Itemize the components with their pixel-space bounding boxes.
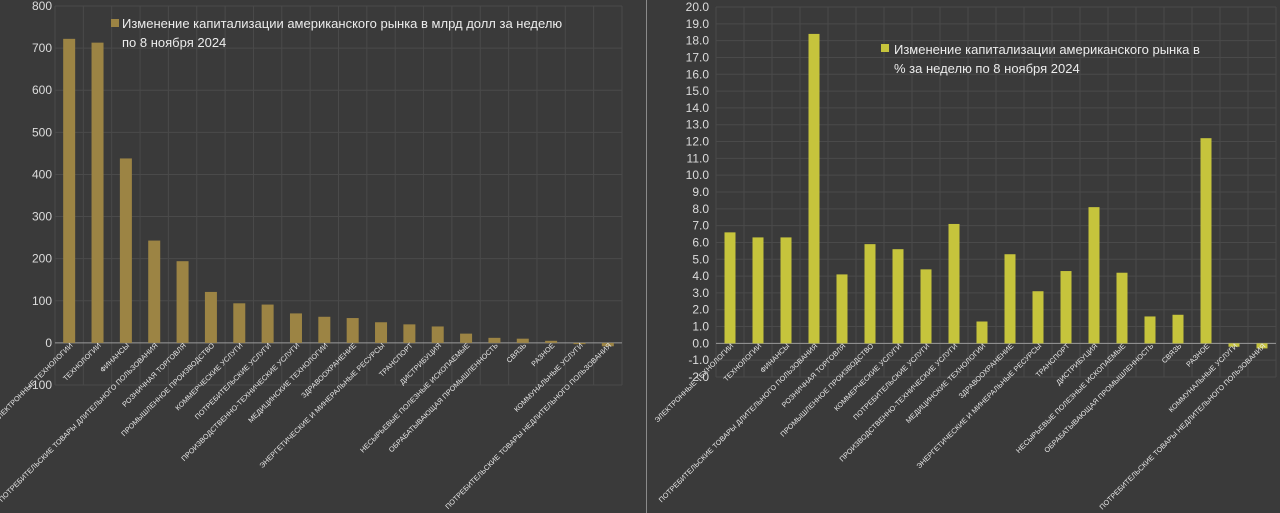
y-axis-ticks: -2.0 -1.0 0.0 1.0 2.0 3.0 4.0 5.0 6.0 7.0 8.0 9.0 10… — [686, 0, 710, 384]
bar — [375, 322, 388, 343]
legend-label: Изменение капитализации американского ры… — [894, 42, 1200, 57]
bar — [91, 42, 104, 343]
bar — [318, 316, 331, 343]
y-tick-label: 600 — [32, 83, 52, 97]
bar — [233, 303, 246, 343]
y-tick-label: 200 — [32, 252, 52, 266]
bar — [289, 313, 302, 343]
bar — [261, 304, 274, 343]
y-axis-ticks: -100 0 100 200 300 400 500 600 700 800 — [28, 0, 52, 392]
y-tick-label: 100 — [32, 294, 52, 308]
bar — [724, 232, 736, 344]
bar — [1004, 254, 1016, 344]
y-tick-label: 13.0 — [686, 118, 710, 132]
y-tick-label: 400 — [32, 167, 52, 181]
bar — [864, 244, 876, 344]
y-tick-label: 8.0 — [692, 202, 709, 216]
y-tick-label: -2.0 — [688, 370, 709, 384]
legend-label: Изменение капитализации американского ры… — [122, 16, 562, 31]
legend-swatch — [881, 44, 889, 52]
bar — [836, 274, 848, 344]
bar — [948, 223, 960, 344]
y-tick-label: 0.0 — [692, 336, 709, 350]
legend-swatch — [111, 19, 119, 27]
bar — [601, 342, 614, 347]
bar — [460, 333, 473, 343]
bar — [403, 324, 416, 343]
y-tick-label: 16.0 — [686, 67, 710, 81]
bar — [573, 342, 586, 345]
y-tick-label: 20.0 — [686, 0, 710, 14]
bar — [1144, 316, 1156, 344]
y-tick-label: 1.0 — [692, 320, 709, 334]
bar — [1032, 291, 1044, 344]
y-tick-label: 2.0 — [692, 303, 709, 317]
bar — [1200, 138, 1212, 344]
y-tick-label: 12.0 — [686, 135, 710, 149]
y-tick-label: 7.0 — [692, 219, 709, 233]
bar — [1256, 343, 1268, 349]
y-tick-label: 500 — [32, 125, 52, 139]
bar — [431, 326, 444, 343]
legend-label: по 8 ноября 2024 — [122, 35, 226, 50]
y-tick-label: 11.0 — [687, 151, 710, 165]
bar — [976, 321, 988, 344]
bar — [892, 249, 904, 344]
bar — [346, 318, 359, 343]
y-tick-label: -100 — [28, 378, 52, 392]
y-tick-label: 0 — [45, 336, 52, 350]
bar — [119, 158, 132, 343]
y-tick-label: 15.0 — [686, 84, 710, 98]
y-tick-label: 17.0 — [686, 50, 710, 64]
legend-label: % за неделю по 8 ноября 2024 — [894, 61, 1080, 76]
y-tick-label: 300 — [32, 210, 52, 224]
y-tick-label: 4.0 — [692, 269, 709, 283]
bar — [204, 291, 217, 343]
y-tick-label: 19.0 — [686, 17, 710, 31]
bar — [1228, 343, 1240, 347]
y-tick-label: 800 — [32, 0, 52, 13]
bars — [724, 33, 1268, 349]
bar — [176, 261, 189, 343]
y-tick-label: -1.0 — [688, 353, 709, 367]
bar — [1088, 207, 1100, 344]
bars — [63, 38, 614, 347]
y-tick-label: 700 — [32, 41, 52, 55]
bar — [516, 338, 529, 343]
bar — [1116, 272, 1128, 344]
legend: Изменение капитализации американского ры… — [881, 42, 1200, 76]
legend: Изменение капитализации американского ры… — [111, 16, 562, 50]
bar — [1060, 271, 1072, 344]
bar — [488, 337, 501, 343]
gridlines — [54, 5, 623, 386]
bar — [148, 240, 161, 343]
bar — [752, 237, 764, 344]
y-tick-label: 5.0 — [692, 252, 709, 266]
y-tick-label: 18.0 — [686, 34, 710, 48]
bar — [1172, 314, 1184, 344]
bar — [780, 237, 792, 344]
y-tick-label: 9.0 — [692, 185, 709, 199]
bar — [808, 33, 820, 344]
bar — [63, 38, 76, 343]
bar — [545, 340, 558, 343]
y-tick-label: 14.0 — [686, 101, 710, 115]
y-tick-label: 6.0 — [692, 235, 709, 249]
bar — [920, 269, 932, 344]
y-tick-label: 10.0 — [686, 168, 710, 182]
y-tick-label: 3.0 — [692, 286, 709, 300]
